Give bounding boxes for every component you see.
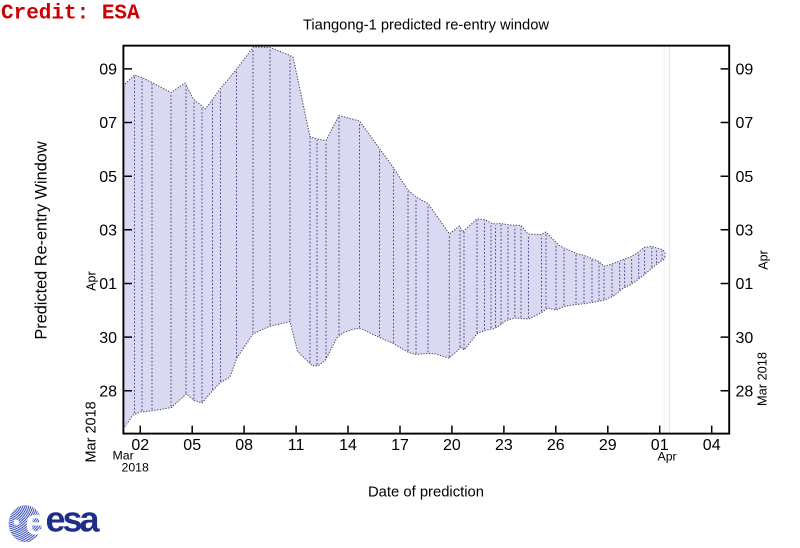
svg-text:Apr: Apr xyxy=(658,450,677,464)
svg-text:11: 11 xyxy=(288,437,305,454)
svg-text:esa: esa xyxy=(46,499,101,540)
svg-text:26: 26 xyxy=(547,437,565,454)
svg-text:05: 05 xyxy=(736,169,754,186)
svg-text:Mar 2018: Mar 2018 xyxy=(84,401,100,462)
svg-text:05: 05 xyxy=(99,169,117,186)
svg-text:17: 17 xyxy=(391,437,409,454)
svg-text:01: 01 xyxy=(651,437,669,454)
svg-text:29: 29 xyxy=(599,437,617,454)
svg-text:09: 09 xyxy=(736,62,754,79)
svg-text:Mar 2018: Mar 2018 xyxy=(754,352,769,406)
svg-text:2018: 2018 xyxy=(122,460,150,474)
svg-text:02: 02 xyxy=(131,437,149,454)
svg-text:05: 05 xyxy=(183,437,201,454)
svg-text:08: 08 xyxy=(235,437,253,454)
svg-text:Mar: Mar xyxy=(113,448,134,462)
svg-text:04: 04 xyxy=(703,437,721,454)
svg-text:20: 20 xyxy=(443,437,461,454)
svg-text:30: 30 xyxy=(99,330,117,347)
svg-text:Apr: Apr xyxy=(756,250,770,269)
svg-text:03: 03 xyxy=(736,223,754,240)
svg-text:Predicted Re-entry Window: Predicted Re-entry Window xyxy=(32,141,50,339)
svg-text:28: 28 xyxy=(99,384,117,401)
svg-text:23: 23 xyxy=(495,437,513,454)
svg-text:30: 30 xyxy=(736,330,754,347)
svg-text:09: 09 xyxy=(99,62,117,79)
svg-text:07: 07 xyxy=(99,115,117,132)
svg-text:28: 28 xyxy=(736,384,754,401)
svg-text:01: 01 xyxy=(99,276,117,293)
svg-text:Apr: Apr xyxy=(84,271,98,290)
svg-text:e: e xyxy=(25,502,46,543)
svg-text:Credit: ESA: Credit: ESA xyxy=(1,3,140,26)
svg-text:Tiangong-1 predicted re-entry: Tiangong-1 predicted re-entry window xyxy=(303,17,549,33)
svg-text:01: 01 xyxy=(736,276,754,293)
svg-text:14: 14 xyxy=(339,437,357,454)
svg-text:07: 07 xyxy=(736,115,754,132)
svg-text:03: 03 xyxy=(99,223,117,240)
svg-text:Date of prediction: Date of prediction xyxy=(368,485,484,501)
